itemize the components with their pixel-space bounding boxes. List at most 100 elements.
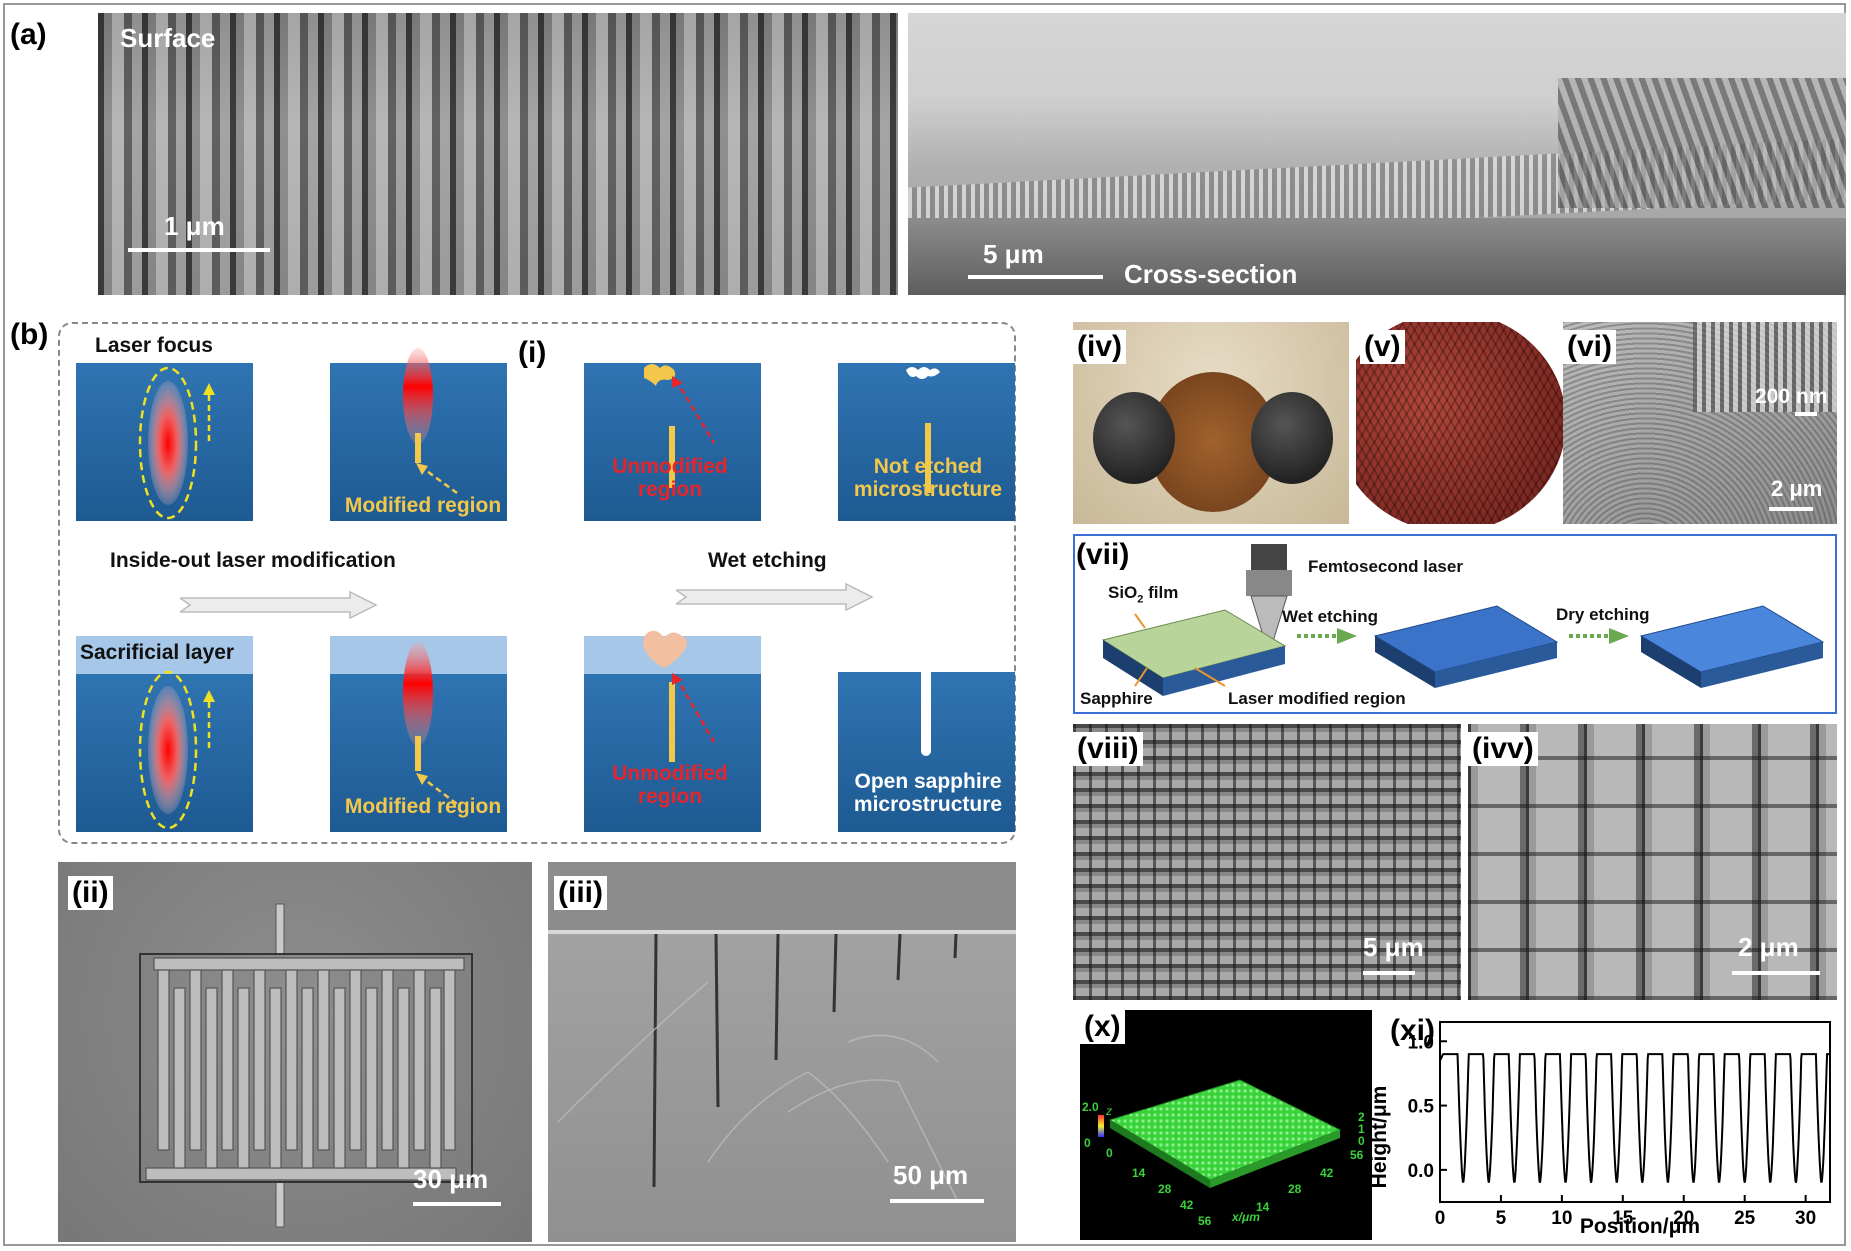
panel-iv-label: (iv): [1073, 330, 1126, 364]
laser-focus-label: Laser focus: [95, 334, 213, 357]
panel-iii-sem-image: (iii) 50 μm: [548, 862, 1016, 1242]
y-tick-2: 28: [1288, 1182, 1302, 1196]
x-tick-label: 30: [1795, 1208, 1816, 1229]
modified-beam-1: [403, 348, 458, 495]
panel-vii-process-schematic: [1101, 544, 1825, 696]
panel-ivv-scale-bar: [1732, 971, 1820, 975]
panel-a-label: (a): [10, 18, 47, 51]
inside-out-label: Inside-out laser modification: [110, 549, 396, 572]
cross-scale-bar: [968, 275, 1103, 279]
panel-v-compound-eye: (v): [1356, 322, 1569, 524]
y-tick-label: 1.0: [1408, 1032, 1434, 1053]
panel-x-3d-topography: (x) 2.0 z 0 0 14 28 42 56 x/μm 14 28 42 …: [1080, 1010, 1372, 1240]
arrow-inside-out: [180, 590, 378, 620]
laser-modified-label: Laser modified region: [1228, 689, 1406, 708]
panel-vi-main-scale-bar: [1769, 507, 1813, 511]
modified-beam-2: [403, 642, 458, 805]
sub-i-label: (i): [518, 336, 547, 369]
surface-label: Surface: [120, 23, 216, 53]
x-tick-label: 20: [1673, 1208, 1694, 1229]
plot-area: [1439, 1021, 1831, 1203]
not-etched-label: Not etched microstructure: [853, 455, 1003, 502]
dry-etching-label: Dry etching: [1556, 605, 1650, 624]
panel-viii-scale-label: 5 μm: [1363, 932, 1424, 962]
panel-x-label: (x): [1080, 1010, 1125, 1044]
x-tick-2: 28: [1158, 1182, 1172, 1196]
panel-viii-scale-bar: [1363, 971, 1415, 975]
open-sapphire-label: Open sapphire microstructure: [853, 770, 1003, 817]
left-eye: [1093, 392, 1175, 484]
right-tick-3: 0: [1358, 1134, 1365, 1148]
panel-vii-label: (vii): [1076, 538, 1130, 571]
x-tick-label: 25: [1734, 1208, 1756, 1229]
x-tick-label: 5: [1496, 1208, 1507, 1229]
panel-vi-main-scale-label: 2 μm: [1771, 476, 1823, 501]
arrow-wet-etching: [676, 582, 874, 612]
cross-scale-label: 5 μm: [983, 239, 1044, 269]
panel-v-label: (v): [1360, 330, 1405, 364]
y-tick-3: 42: [1320, 1166, 1334, 1180]
x-tick-3: 42: [1180, 1198, 1194, 1212]
open-channel: [921, 672, 931, 756]
panel-vi-sem-image: (vi) 200 nm 2 μm: [1563, 322, 1837, 524]
femtosecond-label: Femtosecond laser: [1308, 557, 1463, 576]
profile-line: [1439, 1053, 1830, 1183]
sio2-film-label: SiO2 film: [1108, 583, 1179, 606]
not-etched-structure: [906, 367, 940, 493]
origin-tick: 0: [1106, 1146, 1113, 1160]
y-tick-1: 14: [1256, 1200, 1270, 1214]
panel-ivv-scale-label: 2 μm: [1738, 932, 1799, 962]
panel-ii-label: (ii): [68, 876, 113, 910]
panel-ivv-sem-image: (ivv) 2 μm: [1468, 724, 1837, 1000]
panel-xi-label: (xi): [1390, 1014, 1435, 1047]
x-tick-1: 14: [1132, 1166, 1146, 1180]
x-tick-4: 56: [1198, 1214, 1212, 1228]
y-axis-title: Height/μm: [1368, 1085, 1391, 1189]
panel-iii-label: (iii): [554, 876, 607, 910]
x-tick-label: 0: [1435, 1208, 1446, 1229]
panel-ii-scale-label: 30 μm: [413, 1164, 489, 1194]
panel-vi-label: (vi): [1563, 330, 1616, 364]
x-axis-label: x/μm: [1232, 1210, 1260, 1224]
surface-scale-bar: [128, 248, 270, 252]
y-tick-label: 0.5: [1408, 1097, 1435, 1118]
sacrificial-layer-label: Sacrificial layer: [80, 641, 235, 664]
height-profile-chart: 0 5 10 15 20 25 30 0.0 0.5 1.0: [1408, 1021, 1831, 1229]
panel-iii-scale-label: 50 μm: [893, 1160, 969, 1190]
laser-focus-spot-1: [138, 366, 215, 520]
cross-section-sem-image: 5 μm Cross-section: [908, 13, 1846, 295]
figure-frame: [3, 3, 1846, 1246]
x-tick-label: 15: [1612, 1208, 1634, 1229]
right-tick-1: 2: [1358, 1110, 1365, 1124]
panel-ivv-label: (ivv): [1468, 732, 1538, 766]
unmodified-region-label-1: Unmodified region: [612, 455, 728, 502]
right-tick-2: 1: [1358, 1122, 1365, 1136]
panel-vi-inset-scale-bar: [1795, 412, 1817, 416]
surface-scale-label: 1 μm: [164, 211, 225, 241]
modified-region-label-1: Modified region: [344, 494, 502, 517]
unmodified-region-label-2: Unmodified region: [612, 762, 728, 809]
topography-surface: [1108, 1079, 1342, 1181]
surface-sem-image: Surface 1 μm: [98, 13, 898, 295]
right-eye: [1251, 392, 1333, 484]
sapphire-label: Sapphire: [1080, 689, 1153, 708]
wet-etching-label: Wet etching: [708, 549, 827, 572]
panel-viii-label: (viii): [1073, 732, 1143, 766]
panel-ii-scale-bar: [413, 1202, 501, 1206]
panel-iv-insect-photo: (iv): [1073, 322, 1349, 524]
z-min: 0: [1084, 1136, 1091, 1150]
modified-region-label-2: Modified region: [344, 795, 502, 818]
panel-b-label: (b): [10, 318, 49, 351]
cross-section-label: Cross-section: [1124, 259, 1298, 289]
comb-structure: [139, 903, 473, 1228]
x-axis-title: Position/μm: [1579, 1215, 1701, 1238]
panel-iii-scale-bar: [890, 1199, 984, 1203]
etched-block-top: [644, 364, 716, 488]
panel-viii-sem-image: (viii) 5 μm: [1073, 724, 1461, 1000]
panel-vi-inset-scale-label: 200 nm: [1755, 385, 1828, 408]
laser-focus-spot-2: [138, 670, 215, 830]
z-max: 2.0: [1082, 1100, 1099, 1114]
y-tick-label: 0.0: [1408, 1161, 1434, 1182]
panel-ii-sem-image: (ii) 30 μm: [58, 862, 532, 1242]
y-tick-4: 56: [1350, 1148, 1364, 1162]
